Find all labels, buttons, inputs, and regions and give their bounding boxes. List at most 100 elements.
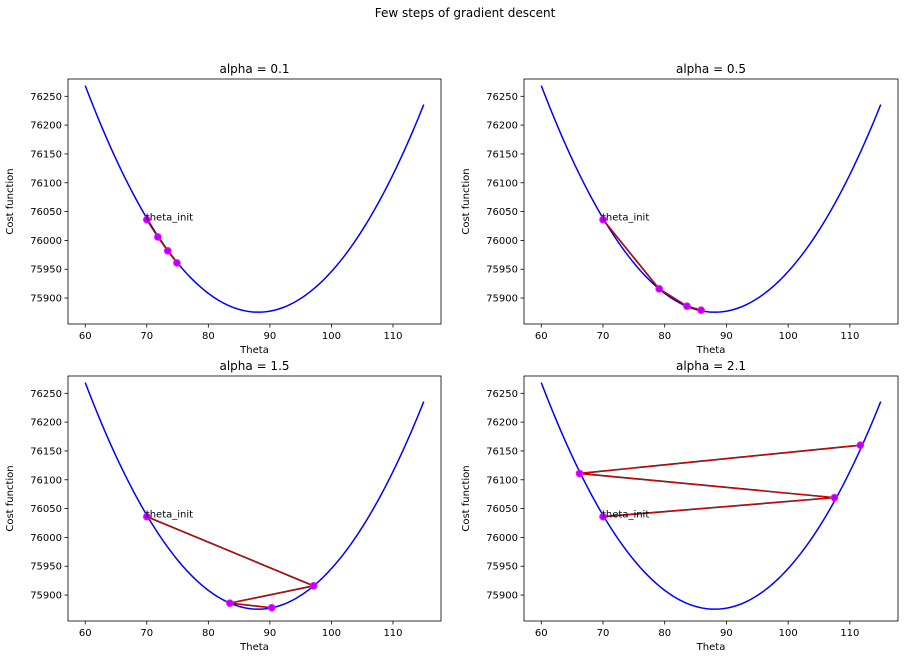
- y-tick-label: 76200: [486, 418, 518, 429]
- y-tick-label: 76050: [30, 207, 62, 218]
- y-tick-label: 76100: [486, 178, 518, 189]
- subplot-title: alpha = 0.5: [676, 62, 746, 76]
- subplot-3: alpha = 1.5 60 70 80 90 100 110 75900 75950 76000…: [5, 359, 442, 653]
- y-tick-label: 76200: [30, 418, 62, 429]
- subplot-title: alpha = 1.5: [219, 359, 289, 373]
- x-tick-label: 60: [535, 331, 548, 342]
- step-point: [683, 302, 691, 310]
- step-point: [163, 246, 172, 255]
- y-tick-label: 76150: [30, 149, 62, 160]
- x-axis-label: Theta: [696, 345, 726, 356]
- step-point: [154, 233, 162, 241]
- y-tick-label: 75900: [30, 294, 62, 305]
- step-point: [575, 469, 584, 478]
- y-tick-label: 76100: [486, 475, 518, 486]
- step-path-line: [146, 219, 178, 264]
- y-tick-label: 75900: [486, 294, 518, 305]
- cost-curve-line: [84, 85, 425, 313]
- step-point: [599, 215, 607, 224]
- x-tick-label: 90: [720, 628, 733, 639]
- theta-init-annotation: theta_init: [146, 213, 193, 224]
- subplot-title: alpha = 0.1: [219, 62, 289, 76]
- x-axis-label: Theta: [239, 642, 269, 653]
- y-tick-label: 75950: [30, 562, 62, 573]
- axes-frame: [67, 375, 442, 622]
- subplot-2: alpha = 0.5 60 70 80 90 100 110 75900 75950 76000…: [461, 62, 899, 356]
- step-path-outline: [602, 219, 702, 311]
- step-point: [142, 512, 151, 521]
- x-tick-label: 110: [840, 331, 859, 342]
- y-tick-label: 76100: [30, 475, 62, 486]
- y-tick-label: 76150: [30, 446, 62, 457]
- y-tick-label: 76000: [30, 236, 62, 247]
- step-point: [309, 582, 318, 590]
- step-path-line: [146, 516, 316, 609]
- step-point: [226, 599, 234, 607]
- y-tick-label: 76050: [486, 504, 518, 515]
- x-tick-label: 100: [779, 628, 798, 639]
- axes-frame: [523, 375, 899, 622]
- y-tick-label: 76150: [486, 149, 518, 160]
- y-tick-label: 75950: [30, 265, 62, 276]
- x-tick-label: 90: [264, 331, 277, 342]
- step-point: [655, 285, 663, 293]
- x-tick-label: 80: [202, 628, 215, 639]
- y-tick-label: 76250: [30, 92, 62, 103]
- y-axis-label: Cost function: [461, 465, 472, 531]
- x-tick-label: 80: [202, 331, 215, 342]
- x-tick-label: 70: [140, 331, 153, 342]
- step-path-line: [602, 219, 702, 311]
- y-tick-label: 76250: [30, 389, 62, 400]
- step-path-line: [579, 444, 861, 518]
- x-tick-label: 80: [658, 331, 671, 342]
- y-tick-label: 76150: [486, 446, 518, 457]
- step-path-outline: [146, 515, 317, 609]
- x-tick-label: 70: [597, 331, 610, 342]
- step-point: [142, 215, 151, 224]
- figure-suptitle: Few steps of gradient descent: [375, 6, 556, 20]
- y-axis-label: Cost function: [5, 465, 16, 531]
- x-tick-label: 110: [383, 331, 402, 342]
- x-tick-label: 100: [322, 628, 341, 639]
- cost-curve-line: [540, 382, 882, 610]
- y-tick-label: 75950: [486, 265, 518, 276]
- step-point: [267, 603, 276, 612]
- y-axis-label: Cost function: [5, 168, 16, 234]
- axes-frame: [523, 78, 899, 325]
- subplot-1: alpha = 0.1 60 70 80 90 100 110 75900 75950 76000…: [5, 62, 442, 356]
- x-tick-label: 90: [264, 628, 277, 639]
- cost-curve-line: [540, 85, 882, 313]
- subplot-title: alpha = 2.1: [676, 359, 746, 373]
- x-tick-label: 100: [779, 331, 798, 342]
- y-axis-label: Cost function: [461, 168, 472, 234]
- y-tick-label: 76050: [30, 504, 62, 515]
- cost-curve-line: [84, 382, 425, 610]
- axes-frame: [67, 78, 442, 325]
- y-tick-label: 76000: [30, 533, 62, 544]
- subplot-4: alpha = 2.1 60 70 80 90 100 110 75900 75950 76000…: [461, 359, 899, 653]
- x-tick-label: 70: [597, 628, 610, 639]
- step-point: [599, 512, 607, 521]
- y-tick-label: 76050: [486, 207, 518, 218]
- y-tick-label: 75900: [30, 591, 62, 602]
- step-point: [697, 306, 705, 314]
- x-tick-label: 90: [720, 331, 733, 342]
- step-point: [173, 259, 181, 267]
- x-tick-label: 60: [79, 628, 92, 639]
- y-tick-label: 76200: [30, 121, 62, 132]
- y-tick-label: 76200: [486, 121, 518, 132]
- theta-init-annotation: theta_init: [602, 213, 649, 224]
- x-tick-label: 70: [140, 628, 153, 639]
- x-tick-label: 80: [658, 628, 671, 639]
- step-point: [856, 441, 865, 449]
- y-tick-label: 76250: [486, 389, 518, 400]
- y-tick-label: 76250: [486, 92, 518, 103]
- x-tick-label: 110: [840, 628, 859, 639]
- step-path-outline: [579, 444, 861, 518]
- subplots-grid: alpha = 0.1 60 70 80 90 100 110 75900 75950 76000…: [5, 62, 899, 653]
- y-tick-label: 76100: [30, 178, 62, 189]
- y-tick-label: 76000: [486, 533, 518, 544]
- x-tick-label: 60: [79, 331, 92, 342]
- y-tick-label: 76000: [486, 236, 518, 247]
